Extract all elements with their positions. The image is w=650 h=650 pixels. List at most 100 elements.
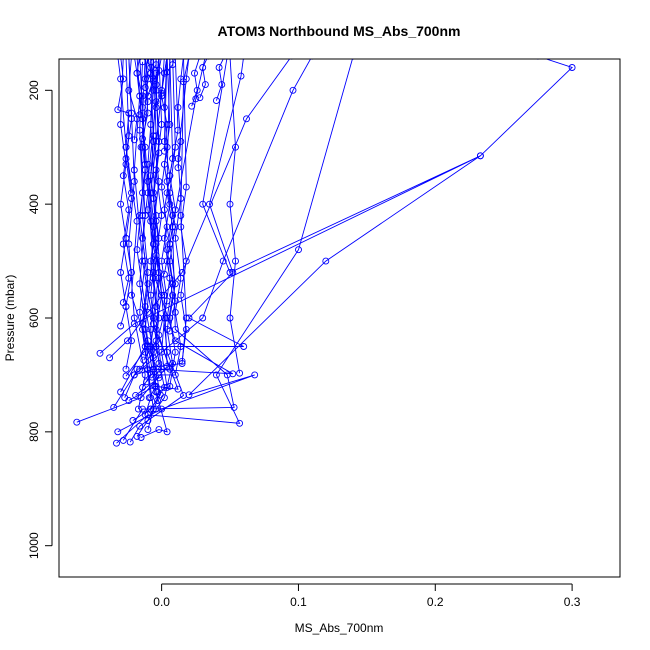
data-point bbox=[152, 325, 160, 333]
data-point bbox=[158, 212, 166, 219]
data-point bbox=[151, 59, 156, 60]
data-point bbox=[289, 86, 297, 94]
data-point bbox=[199, 314, 207, 322]
data-point bbox=[206, 200, 213, 208]
plot-frame bbox=[58, 58, 621, 578]
data-point bbox=[147, 69, 155, 77]
data-point bbox=[215, 64, 223, 71]
data-point bbox=[155, 371, 163, 379]
data-point bbox=[136, 111, 144, 119]
data-point bbox=[182, 314, 190, 322]
data-point bbox=[152, 103, 160, 111]
data-point bbox=[126, 59, 131, 60]
y-tick-label: 400 bbox=[27, 194, 41, 214]
data-point bbox=[149, 274, 157, 282]
data-point bbox=[310, 59, 315, 60]
data-point bbox=[226, 314, 234, 322]
data-point bbox=[166, 189, 174, 197]
data-point bbox=[128, 269, 135, 276]
data-point bbox=[125, 240, 133, 248]
data-point bbox=[166, 327, 174, 335]
data-point bbox=[251, 371, 259, 379]
data-point bbox=[147, 325, 155, 333]
data-point bbox=[237, 72, 245, 80]
chart-title: ATOM3 Northbound MS_Abs_700nm bbox=[218, 23, 461, 39]
data-point bbox=[173, 59, 178, 60]
data-point bbox=[177, 195, 185, 202]
series-34 bbox=[125, 59, 141, 144]
data-point bbox=[125, 206, 133, 214]
data-point bbox=[165, 59, 170, 60]
data-point bbox=[125, 397, 133, 404]
data-point bbox=[154, 59, 159, 60]
data-point bbox=[177, 291, 185, 299]
data-point bbox=[114, 428, 122, 436]
data-point bbox=[136, 422, 144, 430]
data-point bbox=[158, 348, 166, 356]
data-point bbox=[174, 155, 182, 163]
data-point bbox=[166, 257, 174, 265]
data-point bbox=[171, 337, 179, 345]
series-line bbox=[116, 59, 353, 444]
data-point bbox=[152, 61, 160, 69]
data-point bbox=[243, 115, 250, 123]
data-point bbox=[122, 372, 130, 380]
data-point bbox=[132, 59, 137, 60]
data-point bbox=[134, 59, 140, 60]
data-point bbox=[191, 69, 198, 77]
data-point bbox=[149, 195, 157, 202]
data-point bbox=[229, 269, 237, 276]
data-point bbox=[289, 59, 294, 60]
series-25 bbox=[145, 59, 160, 402]
data-point bbox=[186, 59, 192, 60]
data-point bbox=[139, 143, 146, 151]
data-point bbox=[181, 59, 186, 60]
data-point bbox=[126, 438, 134, 446]
data-point bbox=[476, 152, 484, 160]
data-point bbox=[322, 257, 330, 265]
data-point bbox=[186, 59, 192, 60]
data-point bbox=[149, 77, 157, 85]
data-point bbox=[152, 303, 160, 311]
data-point bbox=[125, 109, 133, 117]
data-point bbox=[130, 371, 138, 379]
data-point bbox=[144, 280, 152, 288]
data-point bbox=[171, 223, 179, 231]
data-point bbox=[144, 365, 152, 373]
series-line bbox=[142, 59, 149, 139]
data-point bbox=[167, 59, 172, 60]
series-line bbox=[169, 59, 176, 332]
series-line bbox=[128, 59, 138, 140]
data-point bbox=[156, 59, 161, 60]
data-point bbox=[148, 59, 153, 60]
data-point bbox=[151, 59, 156, 60]
data-point bbox=[110, 403, 118, 411]
series-54 bbox=[177, 59, 190, 365]
data-point bbox=[180, 391, 187, 399]
series-line bbox=[180, 59, 187, 362]
data-point bbox=[123, 337, 131, 345]
data-point bbox=[133, 432, 141, 440]
y-tick-label: 1000 bbox=[27, 532, 41, 559]
x-tick-label: 0.2 bbox=[427, 595, 444, 609]
data-point bbox=[167, 59, 172, 60]
data-point bbox=[139, 405, 146, 413]
data-point bbox=[206, 59, 211, 60]
data-point bbox=[182, 183, 190, 191]
data-point bbox=[139, 234, 146, 242]
data-point bbox=[232, 257, 239, 265]
series-5 bbox=[113, 59, 356, 447]
series-line bbox=[109, 59, 291, 359]
data-point bbox=[182, 75, 190, 83]
data-point bbox=[119, 75, 127, 83]
data-point bbox=[125, 274, 133, 282]
data-point bbox=[151, 382, 159, 390]
data-point bbox=[165, 59, 170, 60]
data-point bbox=[165, 59, 170, 60]
data-point bbox=[227, 59, 233, 60]
data-point bbox=[162, 59, 167, 60]
x-axis-label: MS_Abs_700nm bbox=[295, 621, 384, 635]
data-point bbox=[144, 426, 152, 434]
data-point bbox=[240, 343, 248, 350]
data-point bbox=[148, 373, 156, 381]
